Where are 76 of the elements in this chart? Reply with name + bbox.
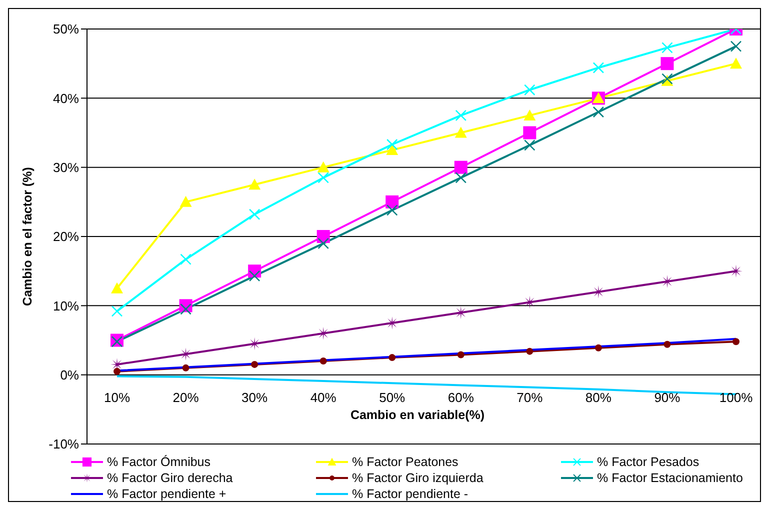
point (179, 348, 192, 361)
point (386, 204, 398, 216)
point (320, 358, 327, 364)
point (386, 195, 399, 208)
x-tick-label: 60% (448, 390, 474, 405)
legend-label: % Factor Estacionamiento (597, 471, 743, 485)
x-axis-title: Cambio en variable(%) (349, 408, 486, 422)
legend-label: % Factor Giro derecha (107, 471, 233, 485)
y-tick-label: 30% (52, 160, 80, 175)
point (523, 126, 536, 140)
legend-label: % Factor pendiente - (352, 487, 468, 501)
point (316, 326, 330, 340)
point (386, 138, 398, 150)
x-tick-label: 10% (104, 390, 130, 405)
point (111, 282, 123, 294)
point (730, 40, 742, 52)
point (662, 42, 673, 54)
x-tick-label: 50% (379, 390, 406, 405)
point (454, 306, 468, 320)
point (248, 208, 260, 220)
point (524, 140, 536, 151)
point (592, 62, 604, 74)
point (180, 196, 192, 207)
point (526, 348, 534, 355)
point (251, 360, 258, 368)
y-tick-label: 0% (60, 367, 80, 382)
legend-label: % Factor Pesados (597, 455, 700, 469)
point (524, 109, 536, 120)
point (592, 106, 604, 118)
y-axis-title: Cambio en el factor (%) (20, 167, 34, 306)
legend-label: % Factor Ómnibus (107, 455, 211, 469)
point (386, 316, 399, 330)
point (182, 364, 190, 372)
x-tick-label: 20% (172, 390, 200, 405)
y-tick-label: -10% (48, 436, 80, 452)
point (455, 172, 467, 184)
y-tick-label: 20% (52, 229, 80, 244)
y-tick-label: 10% (52, 298, 80, 314)
legend-label: % Factor Giro izquierda (352, 471, 484, 485)
point (730, 264, 742, 278)
point (180, 303, 192, 315)
point (454, 160, 468, 174)
point (248, 270, 260, 282)
point (388, 354, 396, 362)
x-tick-label: 100% (719, 390, 754, 405)
legend-label: % Factor pendiente + (107, 487, 226, 501)
y-tick-label: 40% (52, 90, 80, 106)
x-tick-label: 30% (242, 390, 268, 405)
point (660, 274, 674, 288)
y-tick-label: 50% (52, 22, 80, 37)
point (318, 238, 329, 250)
x-tick-label: 80% (585, 390, 612, 405)
point (110, 358, 124, 371)
x-tick-label: 90% (654, 390, 681, 405)
point (111, 306, 123, 317)
point (524, 84, 536, 96)
point (594, 344, 602, 352)
x-tick-label: 70% (516, 390, 544, 405)
point (317, 161, 330, 172)
point (318, 172, 329, 184)
point (455, 110, 467, 122)
point (732, 338, 740, 346)
point (386, 144, 398, 156)
point (660, 57, 674, 70)
x-tick-label: 40% (310, 390, 337, 405)
point (457, 351, 464, 358)
point (248, 178, 261, 190)
point (664, 340, 671, 348)
point (180, 254, 192, 265)
point (523, 296, 536, 309)
point (592, 285, 605, 298)
point (114, 368, 120, 375)
point (454, 126, 467, 138)
point (248, 337, 262, 350)
point (730, 58, 742, 69)
legend-label: % Factor Peatones (352, 455, 458, 469)
